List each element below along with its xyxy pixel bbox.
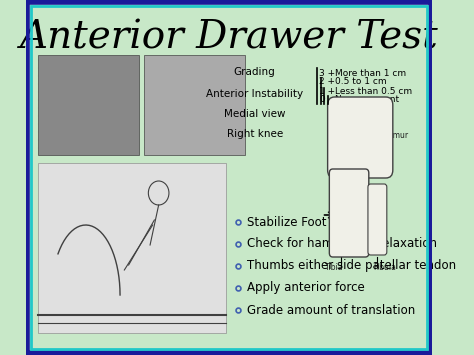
Text: 1 +: 1 + (319, 87, 335, 95)
Text: 0: 0 (319, 95, 325, 104)
Text: Grading: Grading (234, 67, 275, 77)
Text: Fibula: Fibula (373, 262, 396, 272)
Text: Less than 0.5 cm: Less than 0.5 cm (335, 87, 412, 95)
Text: Tibia: Tibia (325, 262, 344, 272)
Bar (38, 163, 227, 333)
Text: Anterior Instability: Anterior Instability (206, 89, 303, 99)
Text: Right knee: Right knee (227, 129, 283, 139)
FancyBboxPatch shape (368, 184, 387, 255)
Text: Femur: Femur (384, 131, 409, 140)
Text: Medial view: Medial view (224, 109, 285, 119)
Text: 0.5 to 1 cm: 0.5 to 1 cm (335, 77, 387, 87)
Text: Apply anterior force: Apply anterior force (247, 282, 365, 295)
Text: Grade amount of translation: Grade amount of translation (247, 304, 415, 317)
Bar (144, 55, 245, 155)
Text: 3 +: 3 + (319, 69, 335, 77)
Text: 2 +: 2 + (319, 77, 335, 87)
Bar (38, 55, 139, 155)
Text: More than 1 cm: More than 1 cm (335, 69, 407, 77)
FancyBboxPatch shape (329, 169, 369, 257)
Text: No movement: No movement (335, 95, 400, 104)
Text: Thumbs either side patellar tendon: Thumbs either side patellar tendon (247, 260, 456, 273)
Text: Anterior Drawer Test: Anterior Drawer Test (19, 20, 438, 56)
Text: Check for hamstrings relaxation: Check for hamstrings relaxation (247, 237, 437, 251)
FancyBboxPatch shape (328, 97, 393, 178)
Text: Stabilize Foot: Stabilize Foot (247, 215, 327, 229)
